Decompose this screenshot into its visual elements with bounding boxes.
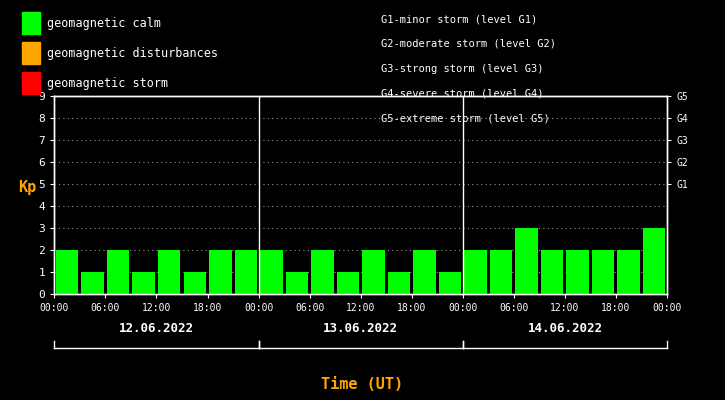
Text: 13.06.2022: 13.06.2022 [323,322,398,334]
Bar [464,250,486,294]
Bar [235,250,257,294]
Bar [541,250,563,294]
Bar [133,272,155,294]
Bar [566,250,589,294]
Text: G3-strong storm (level G3): G3-strong storm (level G3) [381,64,543,74]
Bar [592,250,614,294]
Bar [286,272,308,294]
Text: geomagnetic calm: geomagnetic calm [47,16,161,30]
Text: geomagnetic storm: geomagnetic storm [47,76,168,90]
Text: G4-severe storm (level G4): G4-severe storm (level G4) [381,88,543,98]
Text: G2-moderate storm (level G2): G2-moderate storm (level G2) [381,39,555,49]
Text: 14.06.2022: 14.06.2022 [527,322,602,334]
Bar [515,228,538,294]
Bar [311,250,334,294]
Bar [336,272,359,294]
Bar [183,272,206,294]
Bar [490,250,513,294]
Bar [81,272,104,294]
Bar [388,272,410,294]
Text: G5-extreme storm (level G5): G5-extreme storm (level G5) [381,113,550,123]
Text: G1-minor storm (level G1): G1-minor storm (level G1) [381,14,537,24]
Bar [643,228,666,294]
Bar [260,250,283,294]
Bar [413,250,436,294]
Bar [439,272,461,294]
Text: geomagnetic disturbances: geomagnetic disturbances [47,46,218,60]
Bar [158,250,181,294]
Bar [107,250,130,294]
Text: Time (UT): Time (UT) [321,377,404,392]
Bar [362,250,385,294]
Y-axis label: Kp: Kp [18,180,36,195]
Text: 12.06.2022: 12.06.2022 [119,322,194,334]
Bar [618,250,640,294]
Bar [56,250,78,294]
Bar [209,250,231,294]
